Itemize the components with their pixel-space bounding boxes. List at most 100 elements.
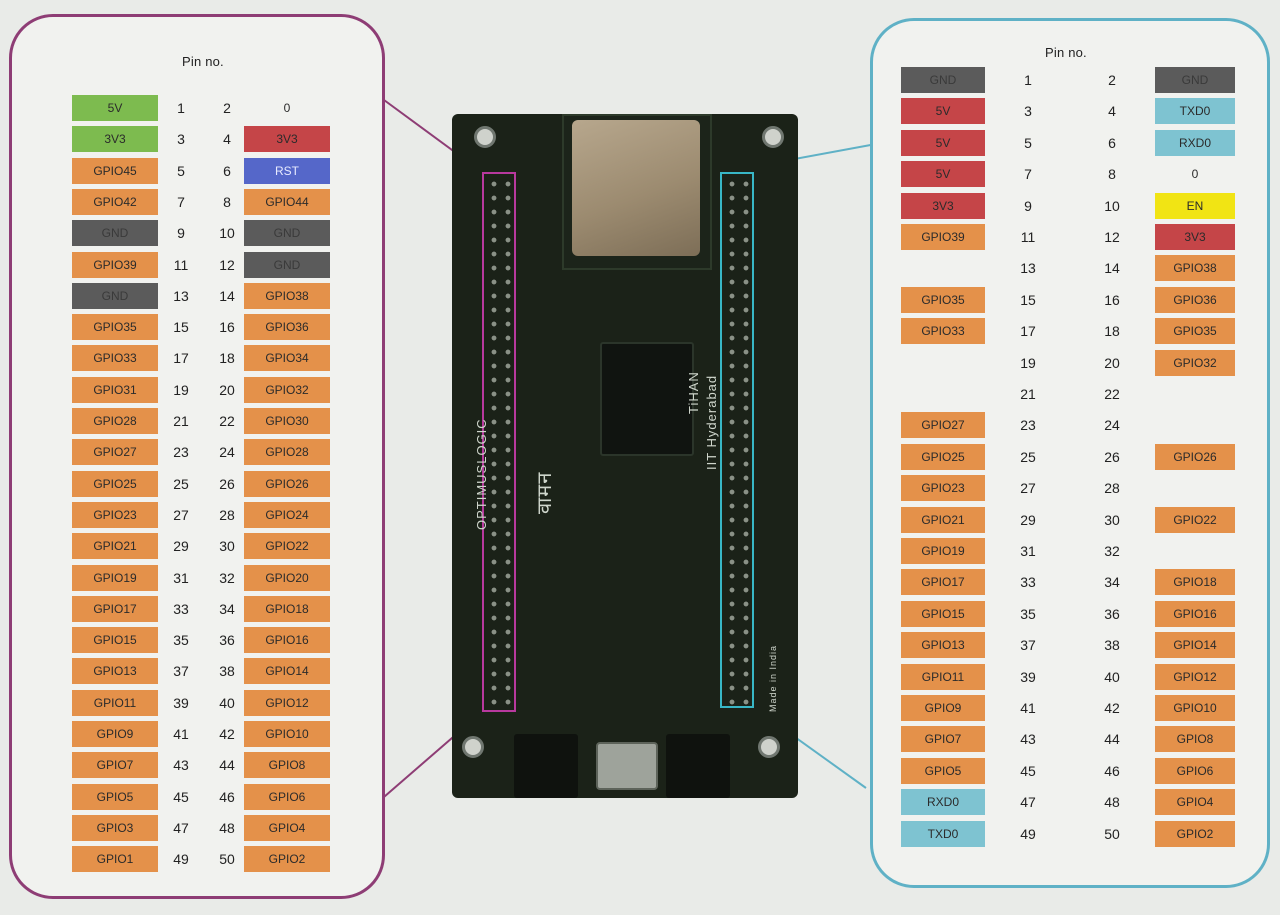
right_connector-right-label xyxy=(1155,412,1235,438)
right_connector-pin-number: 16 xyxy=(1104,291,1120,308)
right_connector-left-label: RXD0 xyxy=(901,789,985,816)
left_connector-pin-number: 14 xyxy=(219,287,235,304)
right_connector-pin-number: 29 xyxy=(1020,511,1036,528)
left_connector-pin-number: 37 xyxy=(173,663,189,680)
left_connector-pin-number: 23 xyxy=(173,444,189,461)
right_connector-pin-number: 33 xyxy=(1020,574,1036,591)
right_connector-pin-number: 6 xyxy=(1108,134,1116,151)
right_connector-pin-number: 37 xyxy=(1020,637,1036,654)
left_connector-right-label: GPIO6 xyxy=(244,783,330,810)
right_connector-right-label: GPIO14 xyxy=(1155,632,1235,659)
right_connector-right-label xyxy=(1155,475,1235,501)
left_connector-pin-number: 16 xyxy=(219,319,235,336)
left_connector-left-label: GPIO45 xyxy=(72,157,158,184)
main-chip xyxy=(600,342,694,456)
right_connector-right-label: GPIO2 xyxy=(1155,820,1235,847)
right_connector-pin-number: 38 xyxy=(1104,637,1120,654)
right_connector-left-label: GND xyxy=(901,67,985,93)
left_connector-left-label: GPIO5 xyxy=(72,783,158,810)
right_connector-right-label: GPIO4 xyxy=(1155,789,1235,816)
right_connector-pin-number: 12 xyxy=(1104,229,1120,245)
left_connector-pin-number: 45 xyxy=(173,788,189,805)
right_connector-pin-number: 17 xyxy=(1020,323,1036,340)
left_connector-pin-number: 8 xyxy=(223,193,231,210)
left_connector-left-label: GND xyxy=(72,282,158,309)
right_connector-pin-number: 34 xyxy=(1104,574,1120,591)
left_connector-left-label: GPIO21 xyxy=(72,533,158,560)
right_connector-right-label: TXD0 xyxy=(1155,98,1235,125)
left_connector-pin-number: 46 xyxy=(219,788,235,805)
right_connector-left-label xyxy=(901,381,985,407)
left_connector-pin-number: 41 xyxy=(173,726,189,742)
right_connector-right-label: GPIO18 xyxy=(1155,569,1235,596)
left_connector-right-label: GPIO24 xyxy=(244,501,330,528)
left_connector-pin-number: 33 xyxy=(173,600,189,617)
right_connector-left-label: GPIO7 xyxy=(901,726,985,753)
right_connector-pin-number: 2 xyxy=(1108,72,1116,88)
left_connector-left-label: GPIO19 xyxy=(72,564,158,591)
right_connector-left-label: GPIO39 xyxy=(901,224,985,250)
right_connector-left-label: GPIO9 xyxy=(901,695,985,721)
right_connector-right-label: EN xyxy=(1155,192,1235,219)
dev-board-photo: OPTIMUSLOGIC वामन TiHAN IIT Hyderabad Ma… xyxy=(452,114,798,798)
left_connector-pin-number: 4 xyxy=(223,131,231,148)
left_connector-pin-number: 43 xyxy=(173,757,189,774)
right_connector-right-label: GPIO35 xyxy=(1155,318,1235,345)
right_connector-pin-number: 47 xyxy=(1020,794,1036,811)
right_connector-pin-number: 10 xyxy=(1104,197,1120,214)
left_connector-left-label: GPIO42 xyxy=(72,188,158,215)
left_connector-right-label: GPIO18 xyxy=(244,595,330,622)
left_connector-right-label: GPIO34 xyxy=(244,345,330,372)
left_connector-right-label: GPIO30 xyxy=(244,408,330,434)
silk-tihan: TiHAN xyxy=(686,371,701,414)
right_connector-left-label: GPIO33 xyxy=(901,318,985,345)
right-pinout-panel: Pin no. GND 1 2 GND 5V 3 4 TXD0 5V 5 6 RXD0 5V 7 8 0 3V3… xyxy=(870,18,1270,888)
right_connector-right-label xyxy=(1155,538,1235,564)
left_connector-pin-number: 9 xyxy=(177,225,185,242)
right-pin-header: Pin no. xyxy=(1045,45,1087,60)
left_connector-left-label: GPIO27 xyxy=(72,439,158,466)
right_connector-pin-number: 5 xyxy=(1024,134,1032,151)
left_connector-left-label: GPIO9 xyxy=(72,721,158,747)
right_connector-left-label: GPIO27 xyxy=(901,412,985,439)
left_connector-left-label: GPIO7 xyxy=(72,752,158,779)
left_connector-right-label: 3V3 xyxy=(244,126,330,153)
left_connector-pin-number: 40 xyxy=(219,694,235,711)
left_connector-pin-number: 48 xyxy=(219,819,235,836)
right_connector-pin-number: 43 xyxy=(1020,731,1036,748)
right_connector-pin-number: 26 xyxy=(1104,448,1120,465)
right_connector-pin-number: 28 xyxy=(1104,480,1120,497)
silk-optimuslogic: OPTIMUSLOGIC xyxy=(474,418,489,530)
right_connector-right-label: GPIO26 xyxy=(1155,443,1235,470)
left_connector-left-label: GND xyxy=(72,220,158,247)
left_connector-pin-number: 15 xyxy=(173,319,189,336)
left_connector-left-label: GPIO28 xyxy=(72,408,158,434)
left_connector-right-label: GPIO4 xyxy=(244,814,330,841)
left_connector-left-label: GPIO17 xyxy=(72,595,158,622)
left_connector-pin-number: 3 xyxy=(177,131,185,148)
left_connector-left-label: GPIO25 xyxy=(72,470,158,497)
left_connector-pin-number: 7 xyxy=(177,193,185,210)
left_connector-right-label: GPIO28 xyxy=(244,439,330,466)
right_connector-left-label: GPIO15 xyxy=(901,600,985,627)
right_connector-left-label: 3V3 xyxy=(901,192,985,219)
right_connector-pin-number: 48 xyxy=(1104,794,1120,811)
right_connector-left-label: TXD0 xyxy=(901,820,985,847)
left-pin-header-strip xyxy=(482,172,516,712)
right_connector-pin-number: 15 xyxy=(1020,291,1036,308)
left_connector-right-label: GPIO38 xyxy=(244,282,330,309)
right_connector-left-label: 5V xyxy=(901,161,985,188)
right_connector-pin-number: 40 xyxy=(1104,668,1120,685)
right_connector-right-label: GPIO12 xyxy=(1155,663,1235,690)
right_connector-right-label: GPIO8 xyxy=(1155,726,1235,753)
right_connector-pin-number: 32 xyxy=(1104,543,1120,559)
left_connector-pin-number: 31 xyxy=(173,569,189,586)
right_connector-right-label: GPIO10 xyxy=(1155,695,1235,721)
left_connector-pin-number: 25 xyxy=(173,475,189,492)
right_connector-pin-number: 45 xyxy=(1020,762,1036,779)
right_connector-left-label: GPIO25 xyxy=(901,443,985,470)
left_connector-pin-number: 26 xyxy=(219,475,235,492)
right_connector-pin-number: 13 xyxy=(1020,260,1036,277)
silk-made-in-india: Made in India xyxy=(768,644,778,712)
left_connector-pin-number: 22 xyxy=(219,413,235,429)
